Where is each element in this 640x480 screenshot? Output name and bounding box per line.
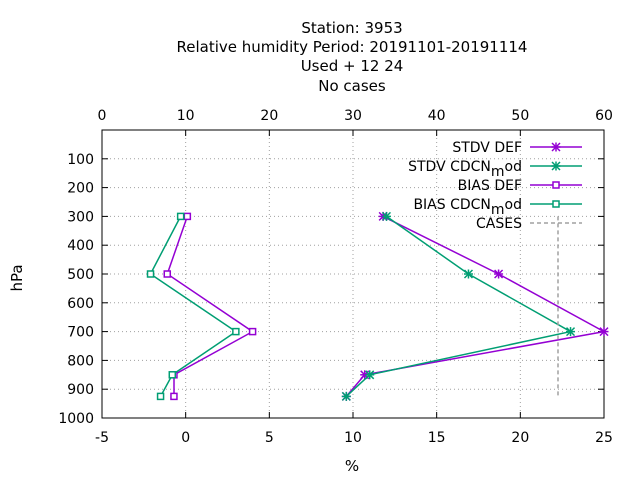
bottom-x-tick-label: -5 [95, 430, 109, 446]
data-point [463, 269, 473, 279]
y-tick-label: 900 [67, 382, 94, 398]
top-x-tick-label: 0 [98, 108, 107, 124]
data-point [494, 269, 504, 279]
y-tick-label: 500 [67, 267, 94, 283]
series-line [345, 215, 573, 397]
legend-marker [551, 142, 561, 152]
bottom-x-tick-label: 20 [511, 430, 529, 446]
legend-label-main: BIAS DEF [458, 178, 522, 194]
legend-label-main: STDV DEF [452, 140, 522, 156]
legend-label-main: STDV CDCN [408, 159, 491, 175]
title-line-2: Relative humidity Period: 20191101-20191… [177, 38, 528, 56]
x-axis-label: % [345, 457, 359, 475]
data-point [599, 327, 609, 337]
legend-label-tail: od [505, 159, 522, 175]
data-point [146, 270, 155, 278]
top-x-tick-label: 10 [177, 108, 195, 124]
top-x-tick-label: 60 [595, 108, 613, 124]
top-x-tick-label: 20 [260, 108, 278, 124]
top-x-tick-label: 30 [344, 108, 362, 124]
legend-label-sub: m [491, 202, 505, 218]
data-point [168, 371, 177, 379]
data-point [163, 270, 172, 278]
series-line [345, 215, 607, 397]
top-x-tick-label: 50 [511, 108, 529, 124]
legend-label-sub: m [491, 164, 505, 180]
data-point [248, 327, 257, 336]
y-tick-label: 600 [67, 296, 94, 312]
top-x-axis: 0 10 20 30 40 50 60 [98, 108, 613, 136]
bottom-x-axis: -5 0 5 10 15 20 25 [95, 412, 613, 446]
data-point [232, 327, 240, 336]
data-point [341, 391, 351, 401]
data-point [176, 212, 185, 221]
y-axis-label: hPa [8, 264, 26, 291]
y-tick-label: 400 [67, 238, 94, 254]
series-2 [341, 211, 576, 401]
y-tick-label: 200 [67, 181, 94, 197]
data-point [566, 327, 576, 337]
legend-marker [552, 200, 560, 208]
data-point [381, 211, 391, 221]
legend-entry: BIAS CDCNmod [413, 197, 582, 218]
data-point [183, 212, 192, 221]
y-tick-label: 300 [67, 209, 94, 225]
title-line-1: Station: 3953 [301, 19, 402, 37]
grid [102, 130, 604, 418]
series-line [149, 216, 238, 397]
legend-entry: STDV CDCNmod [408, 159, 582, 180]
bottom-x-tick-label: 0 [181, 430, 190, 446]
bottom-x-tick-label: 15 [428, 430, 446, 446]
chart-title: Station: 3953 Relative humidity Period: … [177, 19, 528, 95]
legend-label-tail: od [505, 197, 522, 213]
legend-label-main: BIAS CDCN [413, 197, 490, 213]
legend-label: BIAS DEF [458, 178, 522, 194]
bottom-x-tick-label: 25 [595, 430, 613, 446]
legend-label: CASES [476, 216, 522, 232]
legend-entry: CASES [476, 216, 582, 232]
legend-entry: STDV DEF [452, 140, 582, 156]
y-tick-label: 1000 [58, 411, 94, 427]
legend-label: STDV DEF [452, 140, 522, 156]
title-line-3: Used + 12 24 [301, 57, 404, 75]
title-line-4: No cases [318, 77, 386, 95]
y-tick-label: 100 [67, 152, 94, 168]
legend-label-main: CASES [476, 216, 522, 232]
bottom-x-tick-label: 10 [344, 430, 362, 446]
legend-marker [552, 181, 560, 189]
y-tick-label: 800 [67, 353, 94, 369]
legend-label: BIAS CDCNmod [413, 197, 522, 218]
bottom-x-tick-label: 5 [265, 430, 274, 446]
series-4 [146, 212, 240, 401]
series-layer [146, 211, 609, 401]
legend-entry: BIAS DEF [458, 178, 582, 194]
data-point [365, 370, 375, 380]
legend-marker [551, 161, 561, 171]
y-tick-label: 700 [67, 325, 94, 341]
data-point [170, 392, 178, 401]
legend-label: STDV CDCNmod [408, 159, 522, 180]
top-x-tick-label: 40 [428, 108, 446, 124]
y-axis: 100 200 300 400 500 600 700 800 900 1000 [58, 152, 604, 427]
data-point [156, 392, 165, 401]
